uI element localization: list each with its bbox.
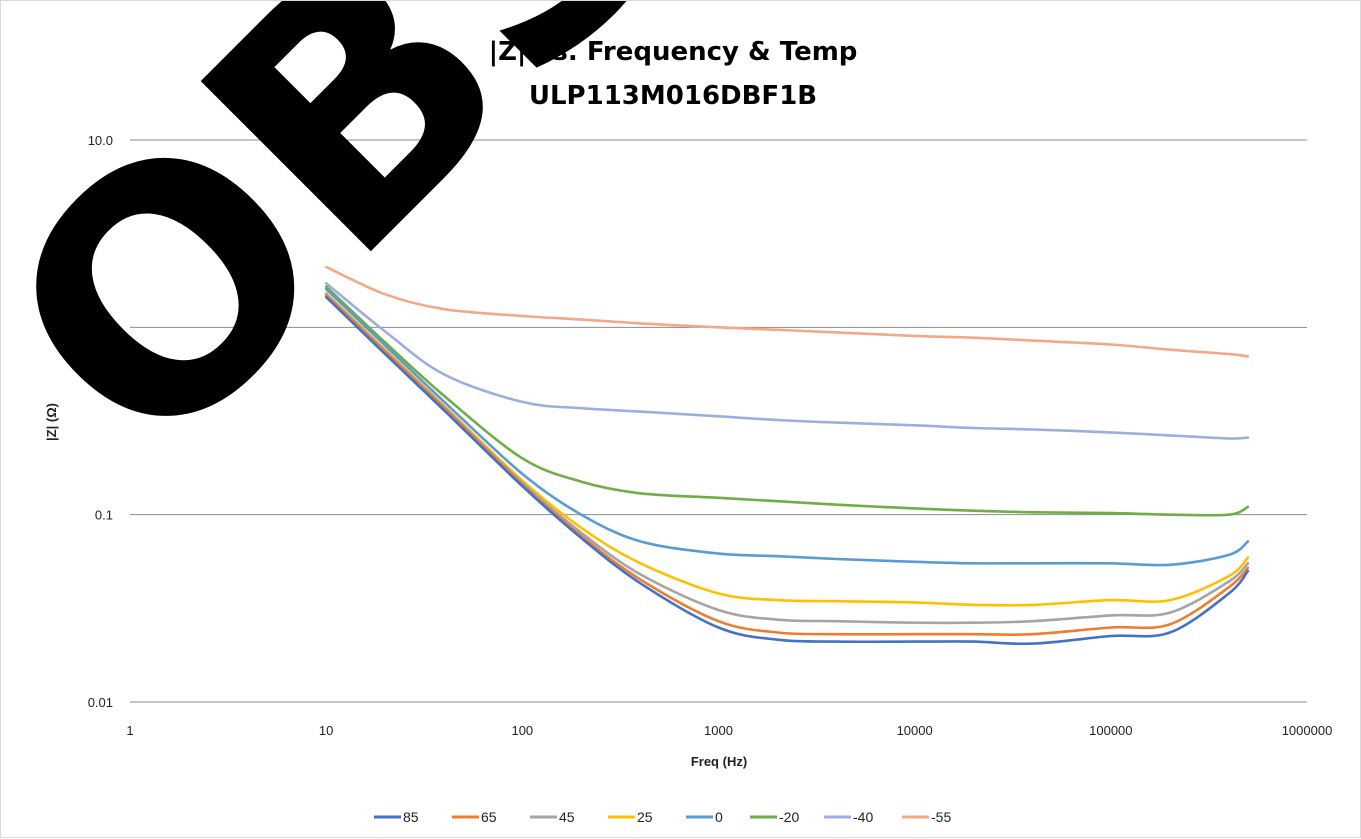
series-line-25 <box>324 291 1250 607</box>
obsolete-watermark: OBSOLETE <box>1 1 1361 526</box>
chart-title: |Z| vs. Frequency & Temp <box>489 37 858 67</box>
chart-subtitle: ULP113M016DBF1B <box>529 81 817 111</box>
legend-label: 65 <box>481 809 497 825</box>
legend-item-25: 25 <box>608 809 653 825</box>
legend-label: 0 <box>715 809 723 825</box>
x-tick-label: 10 <box>319 723 333 738</box>
x-tick-label: 100000 <box>1089 723 1132 738</box>
legend-item-0: 0 <box>686 809 723 825</box>
legend-item--55: -55 <box>902 809 951 825</box>
legend-item--20: -20 <box>750 809 799 825</box>
series-line--55 <box>324 265 1250 358</box>
legend-item-85: 85 <box>374 809 419 825</box>
x-tick-label: 1000 <box>704 723 733 738</box>
series-line-85 <box>324 295 1250 646</box>
legend-label: 45 <box>559 809 575 825</box>
x-tick-label: 100 <box>511 723 533 738</box>
x-tick-label: 1 <box>126 723 133 738</box>
x-axis-label: Freq (Hz) <box>691 754 747 769</box>
y-tick-label: 0.01 <box>88 695 113 710</box>
y-tick-label: 0.1 <box>95 508 113 523</box>
y-tick-label: 1.0 <box>95 320 113 335</box>
series-line--40 <box>324 281 1250 440</box>
legend-item--40: -40 <box>824 809 873 825</box>
series-line-0 <box>324 287 1250 567</box>
legend-label: 25 <box>637 809 653 825</box>
series-line-65 <box>324 294 1250 637</box>
x-tick-label: 1000000 <box>1282 723 1333 738</box>
legend: 85 65 45 25 0 -20 -40 -55 <box>374 809 951 825</box>
y-tick-label: 10.0 <box>88 133 113 148</box>
axes: 0.01 0.1 1.0 10.0 1 10 100 1000 10000 100000 10000… <box>88 133 1333 738</box>
series-line--20 <box>324 285 1250 517</box>
legend-label: -55 <box>931 809 951 825</box>
series-lines <box>324 265 1250 646</box>
y-axis-label: |Z| (Ω) <box>44 403 59 441</box>
legend-label: -40 <box>853 809 873 825</box>
legend-label: -20 <box>779 809 799 825</box>
legend-label: 85 <box>403 809 419 825</box>
legend-item-65: 65 <box>452 809 497 825</box>
x-tick-label: 10000 <box>897 723 933 738</box>
legend-item-45: 45 <box>530 809 575 825</box>
